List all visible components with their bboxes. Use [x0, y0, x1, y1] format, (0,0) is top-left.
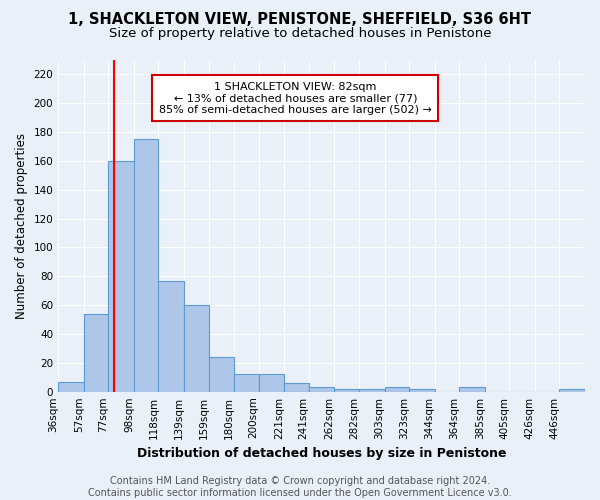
- Bar: [234, 374, 259, 392]
- Bar: [359, 389, 385, 392]
- Bar: [134, 140, 158, 392]
- Text: 1 SHACKLETON VIEW: 82sqm
← 13% of detached houses are smaller (77)
85% of semi-d: 1 SHACKLETON VIEW: 82sqm ← 13% of detach…: [159, 82, 432, 115]
- Bar: [84, 314, 108, 392]
- X-axis label: Distribution of detached houses by size in Penistone: Distribution of detached houses by size …: [137, 447, 506, 460]
- Text: 1, SHACKLETON VIEW, PENISTONE, SHEFFIELD, S36 6HT: 1, SHACKLETON VIEW, PENISTONE, SHEFFIELD…: [68, 12, 532, 28]
- Bar: [259, 374, 284, 392]
- Bar: [209, 357, 234, 392]
- Bar: [409, 389, 434, 392]
- Bar: [108, 161, 134, 392]
- Bar: [559, 389, 585, 392]
- Bar: [184, 305, 209, 392]
- Text: Contains HM Land Registry data © Crown copyright and database right 2024.
Contai: Contains HM Land Registry data © Crown c…: [88, 476, 512, 498]
- Bar: [58, 382, 84, 392]
- Text: Size of property relative to detached houses in Penistone: Size of property relative to detached ho…: [109, 28, 491, 40]
- Bar: [385, 388, 409, 392]
- Bar: [309, 388, 334, 392]
- Bar: [459, 388, 485, 392]
- Bar: [158, 280, 184, 392]
- Bar: [334, 389, 359, 392]
- Bar: [284, 383, 309, 392]
- Y-axis label: Number of detached properties: Number of detached properties: [15, 133, 28, 319]
